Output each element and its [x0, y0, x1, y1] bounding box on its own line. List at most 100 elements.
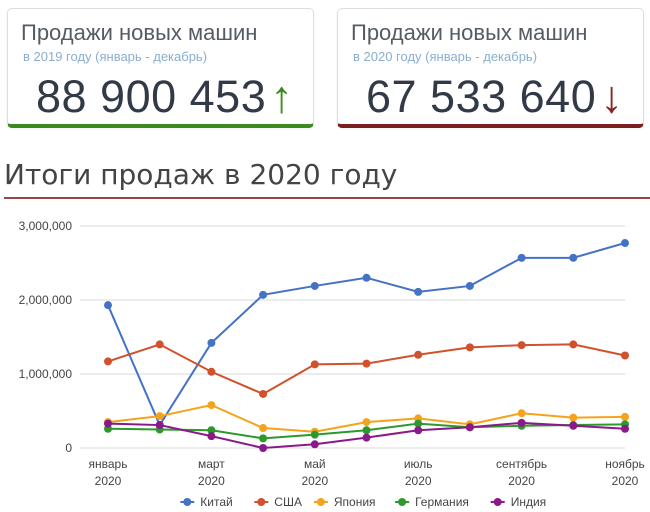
data-point[interactable]	[621, 424, 629, 433]
legend-label: Япония	[334, 495, 376, 509]
data-point[interactable]	[517, 418, 526, 427]
series-США	[104, 340, 629, 398]
y-tick-label: 0	[65, 441, 72, 455]
x-tick-year: 2020	[508, 474, 535, 488]
data-point[interactable]	[517, 409, 526, 418]
data-point[interactable]	[569, 413, 578, 422]
x-tick-label: ноябрь 2020	[605, 457, 645, 488]
y-tick-label: 2,000,000	[19, 293, 73, 307]
legend-swatch	[398, 498, 407, 506]
data-point[interactable]	[569, 421, 578, 430]
data-point[interactable]	[207, 432, 216, 441]
x-tick-month: май	[304, 457, 326, 471]
x-tick-year: 2020	[301, 474, 328, 488]
data-point[interactable]	[414, 419, 423, 428]
data-point[interactable]	[155, 340, 164, 349]
legend-label: Индия	[511, 495, 546, 509]
data-point[interactable]	[207, 367, 216, 376]
sales-2020-value: 67 533 640	[366, 71, 597, 122]
gridlines	[80, 225, 625, 449]
data-point[interactable]	[465, 423, 474, 432]
x-tick-label: сентябрь 2020	[496, 457, 547, 488]
data-point[interactable]	[207, 401, 216, 410]
sales-2020-card: Продажи новых машин в 2020 году (январь …	[337, 8, 644, 128]
legend-label: Германия	[415, 495, 469, 509]
legend-swatch	[183, 498, 192, 506]
section-title: Итоги продаж в 2020 году	[4, 158, 398, 191]
x-axis: январь2020март2020май2020июль2020сентябр…	[89, 457, 645, 488]
data-point[interactable]	[310, 440, 319, 449]
data-point[interactable]	[259, 290, 268, 299]
x-tick-month: сентябрь	[496, 457, 547, 471]
x-tick-month: июль	[404, 457, 433, 471]
data-point[interactable]	[155, 421, 164, 430]
data-point[interactable]	[414, 426, 423, 435]
legend-item[interactable]: Индия	[490, 495, 546, 509]
data-point[interactable]	[517, 253, 526, 262]
data-point[interactable]	[362, 273, 371, 282]
data-point[interactable]	[310, 430, 319, 439]
x-tick-year: 2020	[198, 474, 225, 488]
sales-2019-value: 88 900 453	[36, 71, 267, 122]
data-point[interactable]	[517, 341, 526, 350]
legend-item[interactable]: Германия	[395, 495, 469, 509]
x-tick-label: июль 2020	[404, 457, 433, 488]
data-point[interactable]	[104, 301, 112, 310]
data-point[interactable]	[104, 357, 112, 366]
data-point[interactable]	[569, 340, 578, 349]
legend-swatch	[257, 498, 266, 506]
x-tick-label: март 2020	[198, 457, 225, 488]
data-point[interactable]	[259, 434, 268, 443]
legend-item[interactable]: Китай	[180, 495, 233, 509]
legend-swatch	[493, 498, 502, 506]
x-tick-month: ноябрь	[605, 457, 645, 471]
series-lines	[104, 239, 629, 452]
x-tick-label: январь 2020	[89, 457, 128, 488]
data-point[interactable]	[104, 419, 112, 428]
data-point[interactable]	[414, 350, 423, 359]
legend-item[interactable]: США	[254, 495, 302, 509]
x-tick-month: март	[198, 457, 225, 471]
data-point[interactable]	[362, 418, 371, 427]
data-point[interactable]	[259, 424, 268, 433]
card-subtitle: в 2020 году (январь - декабрь)	[353, 49, 538, 64]
data-point[interactable]	[155, 412, 164, 421]
legend[interactable]: Китай США Япония Германия Индия	[180, 495, 546, 509]
data-point[interactable]	[569, 253, 578, 262]
data-point[interactable]	[310, 360, 319, 369]
x-tick-month: январь	[89, 457, 128, 471]
data-point[interactable]	[362, 426, 371, 435]
data-point[interactable]	[621, 412, 629, 421]
x-tick-year: 2020	[405, 474, 432, 488]
data-point[interactable]	[207, 338, 216, 347]
card-value: 88 900 453↑	[36, 71, 293, 123]
card-subtitle: в 2019 году (январь - декабрь)	[23, 49, 208, 64]
data-point[interactable]	[310, 281, 319, 290]
arrow-down-icon: ↓	[600, 71, 624, 122]
data-point[interactable]	[621, 351, 629, 360]
y-tick-label: 3,000,000	[19, 219, 73, 233]
legend-swatch	[316, 498, 325, 506]
legend-label: Китай	[200, 495, 232, 509]
x-tick-year: 2020	[95, 474, 122, 488]
data-point[interactable]	[621, 239, 629, 248]
data-point[interactable]	[362, 359, 371, 368]
y-tick-label: 1,000,000	[19, 367, 73, 381]
series-Индия	[104, 418, 629, 452]
data-point[interactable]	[259, 444, 268, 452]
data-point[interactable]	[259, 389, 268, 398]
legend-item[interactable]: Япония	[313, 495, 376, 509]
card-value: 67 533 640↓	[366, 71, 623, 123]
data-point[interactable]	[465, 343, 474, 352]
data-point[interactable]	[414, 287, 423, 296]
card-title: Продажи новых машин	[351, 20, 588, 45]
x-tick-year: 2020	[612, 474, 639, 488]
section-divider	[4, 197, 650, 199]
y-axis: 0 1,000,000 2,000,000 3,000,000	[19, 219, 73, 455]
data-point[interactable]	[465, 281, 474, 290]
series-Китай	[104, 239, 629, 430]
data-point[interactable]	[362, 433, 371, 442]
data-point[interactable]	[207, 426, 216, 435]
legend-label: США	[274, 495, 302, 509]
